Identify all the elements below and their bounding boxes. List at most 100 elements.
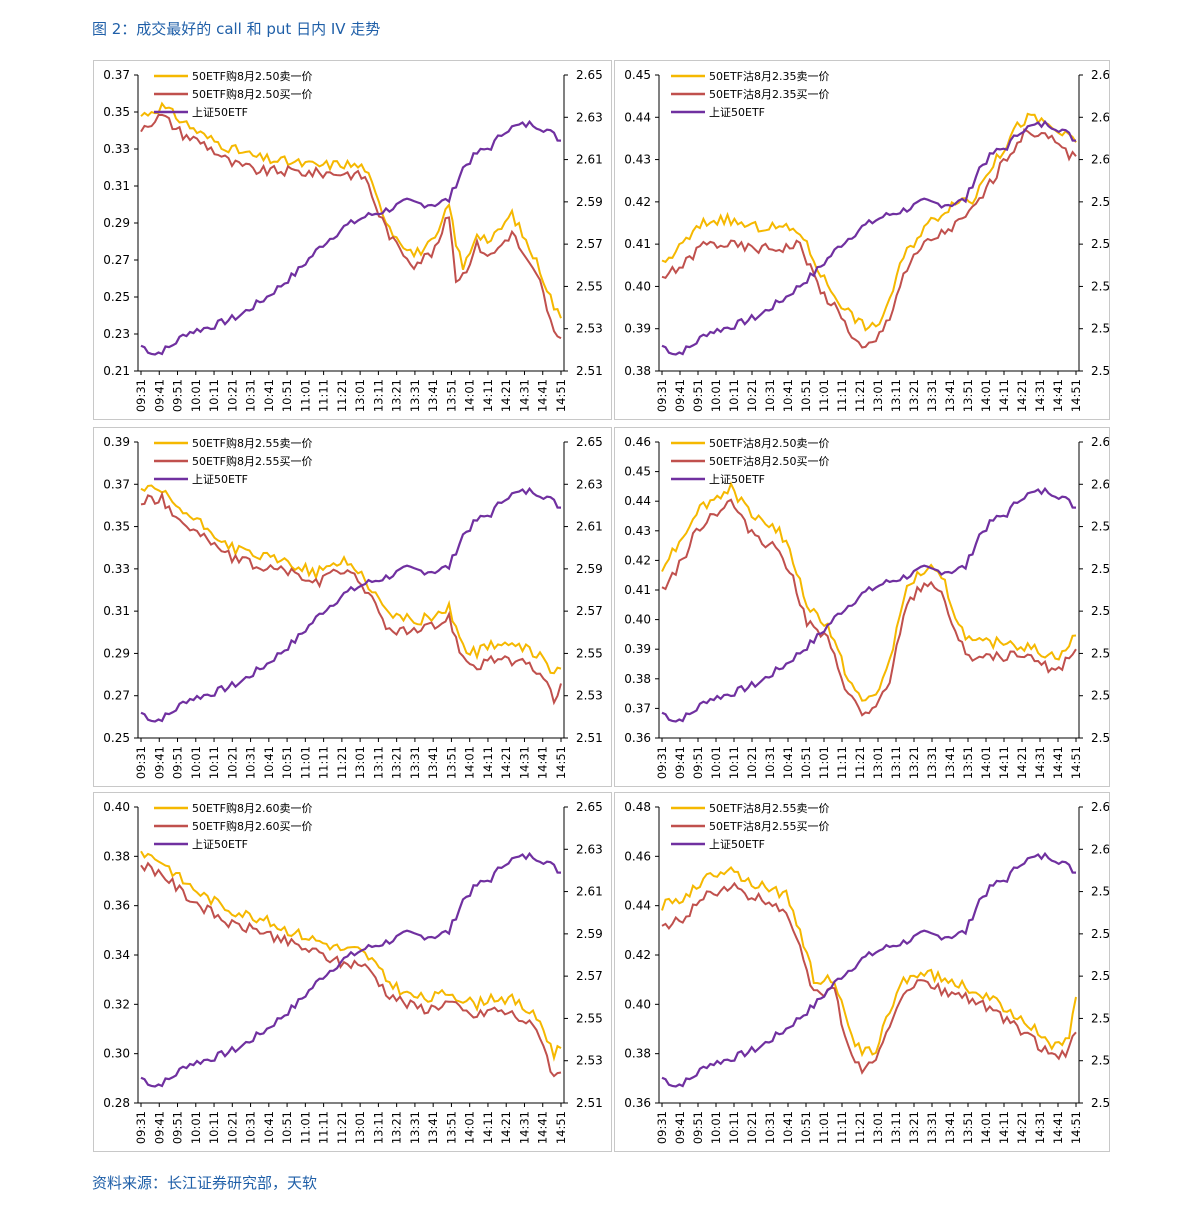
legend-entry: 50ETF购8月2.55买一价 [192,454,312,468]
x-tick-label: 09:31 [134,1111,148,1144]
y-left-tick-label: 0.39 [624,642,651,656]
series-line-buy [661,128,1077,349]
y-right-tick-label: 2.5 [1091,1054,1109,1068]
y-left-tick-label: 0.39 [624,322,651,336]
x-tick-label: 10:31 [244,746,258,779]
x-tick-label: 14:01 [979,746,993,779]
x-tick-label: 14:41 [1051,379,1065,412]
y-left-tick-label: 0.27 [103,689,130,703]
x-tick-label: 09:41 [673,1111,687,1144]
legend-entry: 50ETF沽8月2.50买一价 [709,455,829,468]
series-line-buy [140,861,562,1078]
y-left-tick-label: 0.34 [103,948,130,962]
x-tick-label: 14:51 [554,746,568,779]
x-tick-label: 13:41 [426,746,440,779]
legend-entry: 上证50ETF [709,838,765,851]
x-tick-label: 10:51 [280,379,294,412]
x-tick-label: 10:01 [189,746,203,779]
y-left-tick-label: 0.33 [103,562,130,576]
y-left-tick-label: 0.42 [624,195,651,209]
series-line-sell [140,850,562,1062]
x-tick-label: 13:01 [353,746,367,779]
y-left-tick-label: 0.41 [624,583,651,597]
y-right-tick-label: 2.6 [1091,477,1109,491]
y-left-tick-label: 0.32 [103,997,130,1011]
x-tick-label: 09:51 [691,746,705,779]
x-tick-label: 13:01 [871,746,885,779]
x-tick-label: 10:31 [244,379,258,412]
y-right-tick-label: 2.5 [1091,520,1109,534]
y-right-tick-label: 2.55 [576,279,603,293]
x-tick-label: 11:01 [298,379,312,412]
x-tick-label: 10:01 [709,746,723,779]
y-right-tick-label: 2.6 [1091,153,1109,167]
x-tick-label: 09:41 [152,746,166,779]
y-left-tick-label: 0.43 [624,524,651,538]
y-left-tick-label: 0.25 [103,290,130,304]
y-right-tick-label: 2.59 [576,927,603,941]
x-tick-label: 10:01 [189,1111,203,1144]
series-line-buy [661,881,1077,1075]
y-right-tick-label: 2.5 [1091,364,1109,378]
y-left-tick-label: 0.44 [624,899,651,913]
y-left-tick-label: 0.29 [103,216,130,230]
x-tick-label: 14:21 [499,379,513,412]
y-right-tick-label: 2.5 [1091,1011,1109,1025]
x-tick-label: 14:21 [499,1111,513,1144]
chart-svg: 0.39 0.37 0.35 0.33 0.31 0.29 0.27 0.25 2.65 2.63… [103,435,603,779]
y-right-tick-label: 2.61 [576,885,603,899]
chart-svg: 0.48 0.46 0.44 0.42 0.40 0.38 0.36 2.6 2.6 2.5 2.5… [624,800,1109,1144]
x-tick-label: 11:11 [835,379,849,412]
x-tick-label: 11:01 [817,1111,831,1144]
y-right-tick-label: 2.6 [1091,800,1109,814]
y-right-tick-label: 2.5 [1091,885,1109,899]
x-tick-label: 10:31 [244,1111,258,1144]
y-left-tick-label: 0.25 [103,731,130,745]
x-tick-label: 13:21 [907,379,921,412]
y-right-tick-label: 2.61 [576,153,603,167]
x-tick-label: 09:41 [673,379,687,412]
x-tick-label: 11:01 [298,1111,312,1144]
y-right-tick-label: 2.6 [1091,435,1109,449]
series-line-index [140,486,562,723]
legend-entry: 50ETF购8月2.60买一价 [192,819,312,833]
y-left-tick-label: 0.31 [103,179,130,193]
legend-entry: 上证50ETF [709,473,765,486]
y-right-tick-label: 2.53 [576,689,603,703]
y-right-tick-label: 2.5 [1091,195,1109,209]
x-tick-label: 10:51 [799,746,813,779]
x-tick-label: 14:11 [997,746,1011,779]
x-tick-label: 09:31 [134,746,148,779]
y-right-tick-label: 2.65 [576,435,603,449]
x-tick-label: 14:41 [536,379,550,412]
series-line-sell [661,112,1077,332]
x-tick-label: 11:01 [298,746,312,779]
y-left-tick-label: 0.30 [103,1047,130,1061]
y-left-tick-label: 0.36 [624,1096,651,1110]
series-line-index [661,486,1077,723]
series-line-buy [140,491,562,706]
x-tick-label: 14:11 [997,1111,1011,1144]
x-tick-label: 14:41 [1051,1111,1065,1144]
x-tick-label: 11:21 [853,746,867,779]
chart-svg: 0.40 0.38 0.36 0.34 0.32 0.30 0.28 2.65 2.63 2.61… [103,800,603,1144]
x-tick-label: 13:21 [907,1111,921,1144]
y-right-tick-label: 2.6 [1091,68,1109,82]
x-tick-label: 14:11 [481,1111,495,1144]
x-tick-label: 14:11 [481,746,495,779]
x-tick-label: 14:31 [517,746,531,779]
series-line-index [661,119,1077,356]
legend-entry: 50ETF沽8月2.55买一价 [709,820,829,833]
chart-panel-put-2-55: 0.48 0.46 0.44 0.42 0.40 0.38 0.36 2.6 2.6 2.5 2.5… [614,792,1110,1152]
x-tick-label: 14:11 [997,379,1011,412]
x-tick-label: 11:11 [317,1111,331,1144]
x-tick-label: 10:51 [799,379,813,412]
y-left-tick-label: 0.40 [624,997,651,1011]
y-left-tick-label: 0.28 [103,1096,130,1110]
x-tick-label: 10:21 [225,746,239,779]
x-tick-label: 11:11 [835,1111,849,1144]
x-tick-label: 14:41 [1051,746,1065,779]
x-tick-label: 09:51 [171,1111,185,1144]
x-tick-label: 09:51 [171,379,185,412]
x-tick-label: 11:11 [317,379,331,412]
